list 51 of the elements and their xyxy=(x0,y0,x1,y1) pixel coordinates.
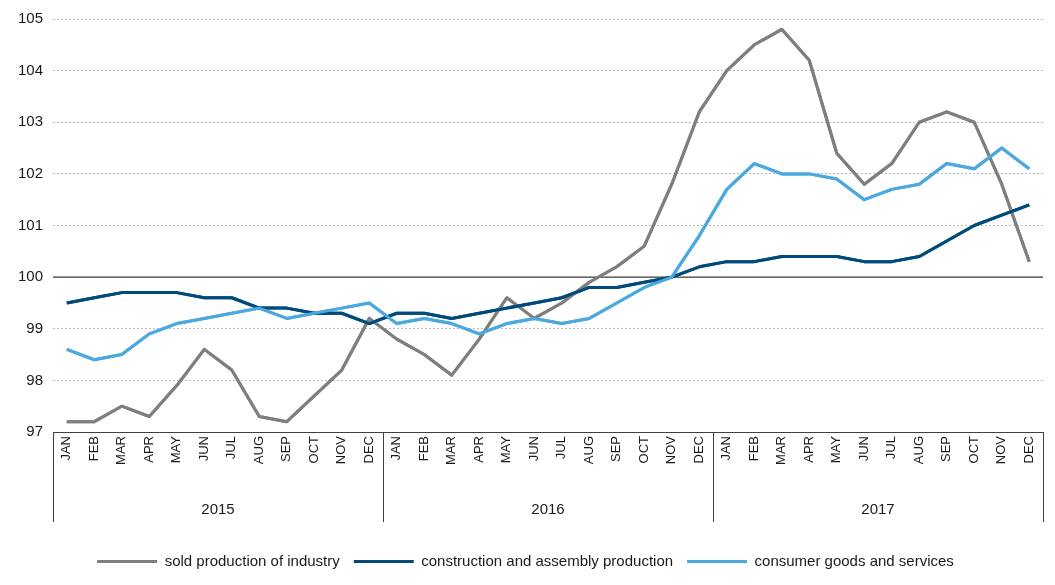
y-tick-label: 99 xyxy=(26,318,44,336)
x-tick-label: NOV xyxy=(333,435,349,465)
x-tick-label: OCT xyxy=(305,435,321,464)
x-tick-label: JAN xyxy=(718,436,734,461)
x-tick-label: NOV xyxy=(663,435,679,465)
x-tick-label: DEC xyxy=(360,436,376,464)
x-tick-label: APR xyxy=(800,436,816,463)
x-tick-label: APR xyxy=(140,436,156,463)
x-tick-label: MAY xyxy=(828,435,844,464)
x-tick-label: AUG xyxy=(580,436,596,465)
x-tick-label: JUN xyxy=(195,436,211,462)
legend-label: consumer goods and services xyxy=(754,551,954,569)
x-tick-label: DEC xyxy=(690,436,706,464)
y-tick-label: 104 xyxy=(18,60,44,78)
y-tick-label: 100 xyxy=(18,267,44,285)
x-tick-label: MAY xyxy=(498,435,514,464)
text: 2015 xyxy=(201,500,235,518)
y-tick-label: 97 xyxy=(26,422,44,440)
x-tick-label: FEB xyxy=(85,436,101,462)
x-tick-label: MAR xyxy=(773,436,789,465)
x-tick-label: MAY xyxy=(168,435,184,464)
y-tick-label: 102 xyxy=(18,164,44,182)
x-tick-label: JUN xyxy=(855,436,871,462)
x-tick-label: JUL xyxy=(883,436,899,460)
text: 2017 xyxy=(861,500,895,518)
x-tick-label: APR xyxy=(470,436,486,463)
x-tick-label: JAN xyxy=(58,436,74,461)
x-tick-label: OCT xyxy=(635,435,651,464)
x-tick-label: JUL xyxy=(553,436,569,460)
y-tick-label: 98 xyxy=(26,370,44,388)
y-tick-label: 103 xyxy=(18,112,44,130)
x-tick-label: OCT xyxy=(965,435,981,464)
text: 2016 xyxy=(531,500,565,518)
x-tick-label: MAR xyxy=(443,436,459,465)
legend-label: construction and assembly production xyxy=(421,551,674,569)
x-tick-label: FEB xyxy=(745,436,761,462)
x-tick-label: JAN xyxy=(388,436,404,461)
x-tick-label: JUN xyxy=(525,436,541,462)
x-tick-label: JUL xyxy=(223,436,239,460)
x-tick-label: SEP xyxy=(938,436,954,463)
y-tick-label: 101 xyxy=(18,215,44,233)
x-tick-label: SEP xyxy=(608,436,624,463)
x-tick-label: AUG xyxy=(250,436,266,465)
y-tick-label: 105 xyxy=(18,9,44,27)
x-tick-label: FEB xyxy=(415,436,431,462)
legend-label: sold production of industry xyxy=(164,551,341,569)
x-tick-label: AUG xyxy=(910,436,926,465)
x-tick-label: NOV xyxy=(993,435,1009,465)
x-tick-label: DEC xyxy=(1020,436,1036,464)
x-tick-label: SEP xyxy=(278,436,294,463)
x-tick-label: MAR xyxy=(113,436,129,465)
